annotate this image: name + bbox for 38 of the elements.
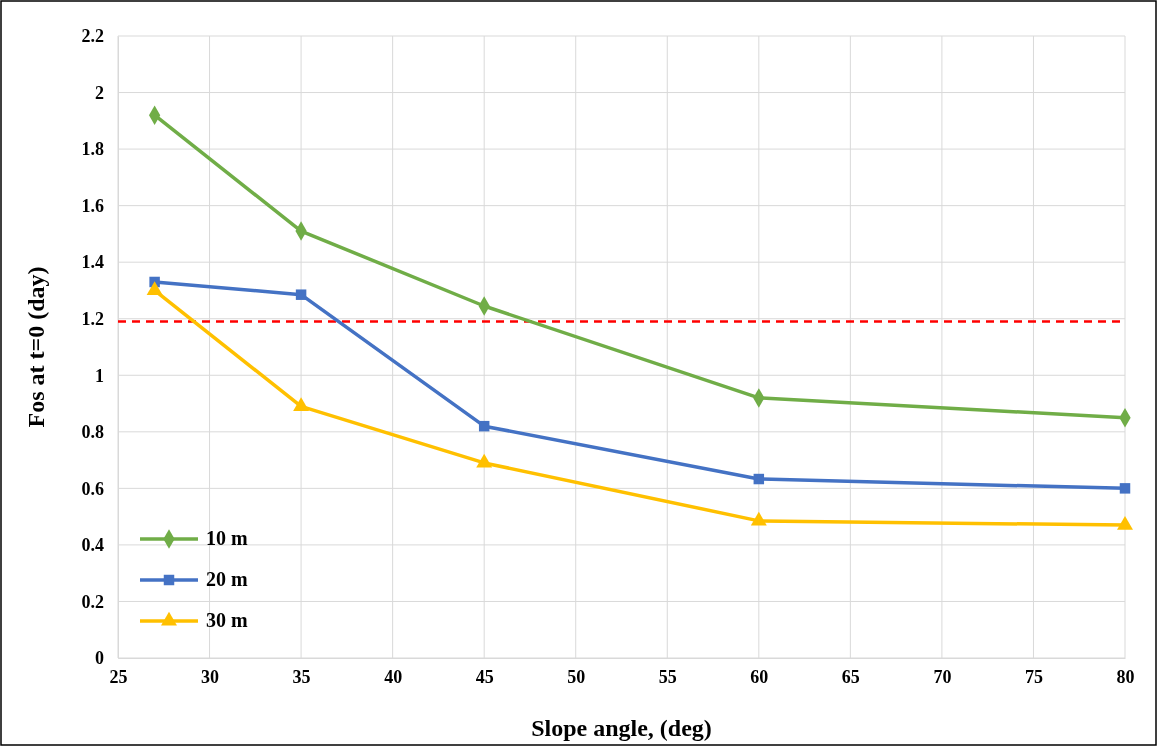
- y-tick-label: 0.8: [81, 422, 104, 443]
- y-tick-label: 0.4: [81, 535, 104, 556]
- x-tick-label: 35: [292, 666, 311, 687]
- point: [753, 473, 765, 485]
- x-tick-label: 75: [1024, 666, 1043, 687]
- point: [1119, 483, 1131, 494]
- y-tick-label: 1: [95, 365, 104, 386]
- x-tick-label: 50: [567, 666, 586, 687]
- y-tick-label: 0: [95, 648, 104, 669]
- y-tick-label: 1.6: [81, 195, 104, 216]
- legend-label: 10 m: [206, 527, 248, 549]
- x-tick-label: 25: [109, 666, 128, 687]
- y-tick-label: 0.2: [81, 591, 104, 612]
- point: [146, 281, 163, 296]
- point: [476, 453, 493, 468]
- x-tick-label: 65: [841, 666, 860, 687]
- x-tick-label: 45: [475, 666, 494, 687]
- y-tick-label: 2.2: [81, 26, 104, 47]
- y-tick-label: 1.4: [81, 252, 104, 273]
- y-axis-title: Fos at t=0 (day): [23, 266, 49, 428]
- y-tick-label: 2: [95, 82, 104, 103]
- x-tick-label: 70: [933, 666, 952, 687]
- x-axis-title: Slope angle, (deg): [531, 715, 712, 741]
- y-tick-label: 1.2: [81, 308, 104, 329]
- x-tick-label: 40: [384, 666, 403, 687]
- point: [478, 420, 490, 432]
- legend-label: 20 m: [206, 568, 248, 590]
- point: [293, 397, 310, 411]
- point: [295, 289, 307, 300]
- legend-label: 30 m: [206, 609, 248, 631]
- y-tick-label: 1.8: [81, 139, 104, 160]
- y-tick-label: 0.6: [81, 478, 104, 499]
- x-tick-label: 55: [658, 666, 677, 687]
- point: [750, 511, 767, 526]
- x-tick-label: 60: [750, 666, 769, 687]
- x-tick-label: 30: [201, 666, 220, 687]
- x-tick-label: 80: [1116, 666, 1135, 687]
- point: [1117, 515, 1133, 530]
